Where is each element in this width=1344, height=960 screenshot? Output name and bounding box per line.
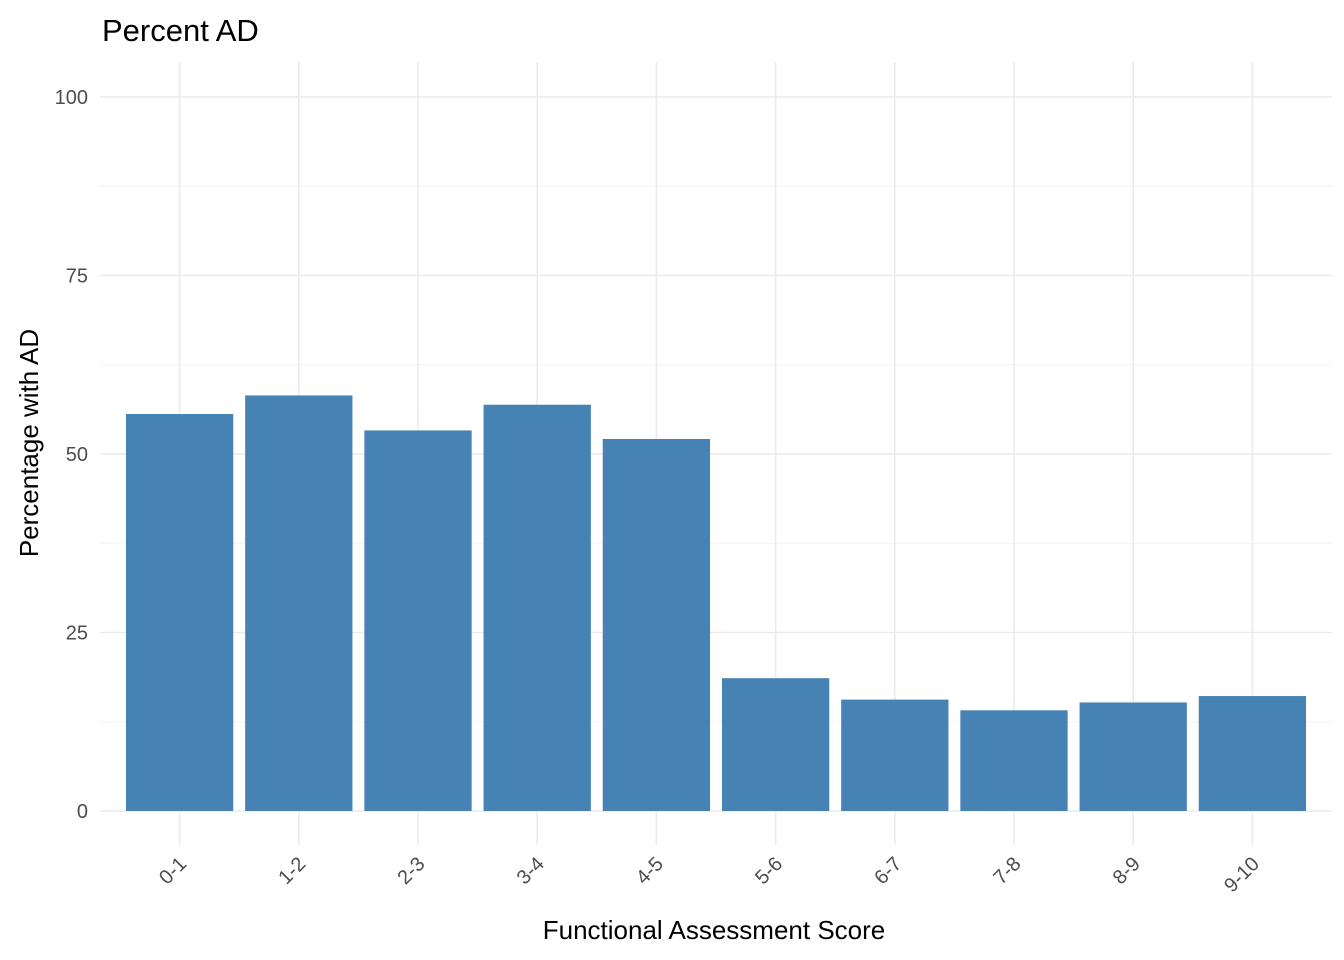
- x-axis-title: Functional Assessment Score: [543, 915, 886, 945]
- y-tick-label: 25: [66, 623, 88, 645]
- bars: [125, 395, 1307, 811]
- x-tick-label: 4-5: [632, 853, 668, 889]
- x-tick-label: 5-6: [751, 853, 787, 889]
- x-tick-label: 3-4: [513, 853, 549, 889]
- chart-title: Percent AD: [102, 13, 259, 48]
- bar-7-8: [960, 710, 1068, 811]
- y-tick-label: 50: [66, 444, 88, 466]
- bar-5-6: [721, 678, 830, 811]
- x-tick-label: 1-2: [274, 853, 310, 889]
- bar-4-5: [602, 439, 711, 811]
- x-tick-label: 8-9: [1109, 853, 1145, 889]
- bar-6-7: [841, 699, 949, 811]
- x-tick-label: 9-10: [1220, 853, 1264, 897]
- x-tick-label: 6-7: [870, 853, 906, 889]
- x-tick-label: 2-3: [394, 853, 430, 889]
- bar-9-10: [1198, 696, 1307, 811]
- x-axis-ticks: 0-1 1-2 2-3 3-4 4-5 5-6 6-7 7-8 8-9 9-10: [155, 853, 1264, 897]
- bar-3-4: [483, 404, 591, 811]
- y-axis-ticks: 0 25 50 75 100: [55, 87, 88, 823]
- y-tick-label: 100: [55, 87, 88, 109]
- y-tick-label: 75: [66, 266, 88, 288]
- x-tick-label: 0-1: [155, 853, 191, 889]
- x-tick-label: 7-8: [990, 853, 1026, 889]
- bar-0-1: [125, 414, 234, 811]
- bar-2-3: [364, 430, 472, 811]
- bar-8-9: [1079, 702, 1187, 811]
- bar-1-2: [245, 395, 353, 811]
- y-tick-label: 0: [77, 801, 88, 823]
- y-axis-title: Percentage with AD: [14, 329, 44, 557]
